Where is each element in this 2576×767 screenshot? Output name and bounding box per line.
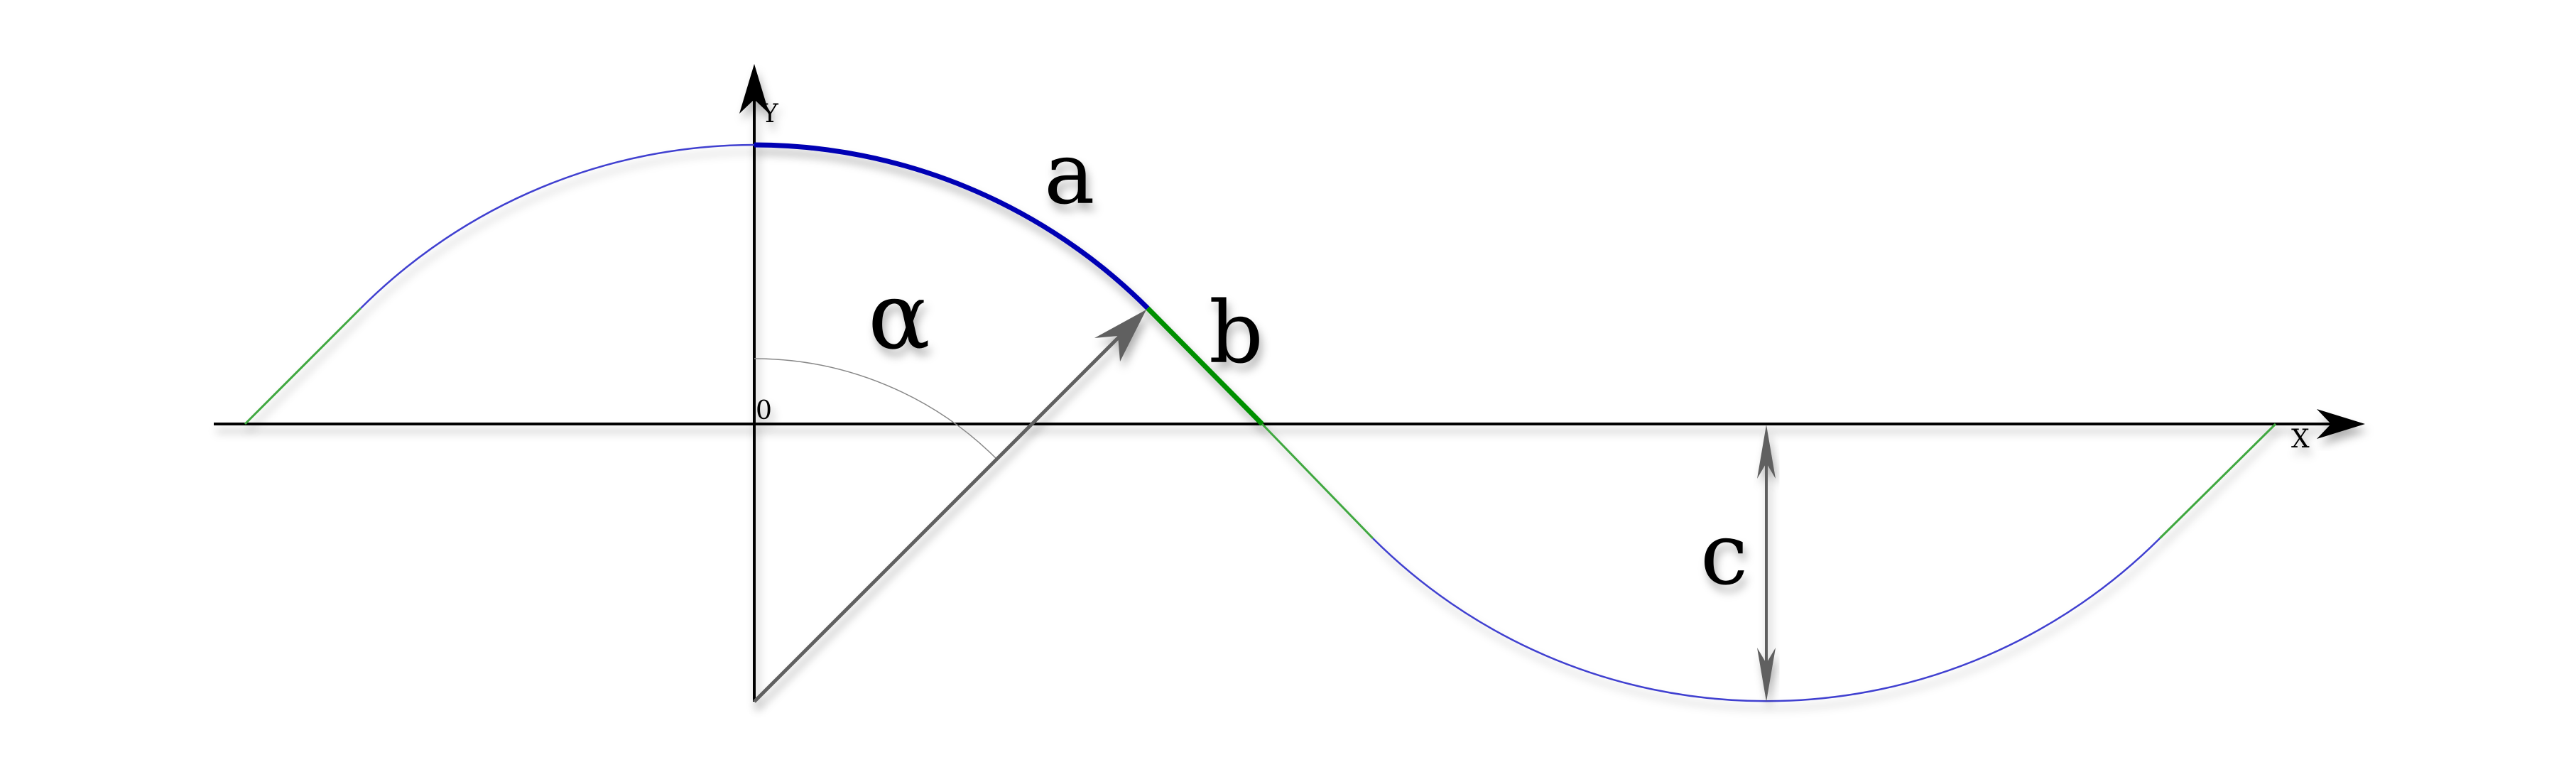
y-axis — [739, 64, 769, 702]
left-green-segment — [244, 307, 362, 425]
arc-label-a: a — [1044, 125, 1095, 224]
amplitude-label-c: c — [1700, 506, 1748, 604]
angle-label-alpha: α — [868, 262, 930, 370]
amplitude-arrow-down-icon — [1757, 648, 1776, 702]
amplitude-arrow — [1757, 425, 1776, 702]
segment-b — [1146, 306, 1264, 426]
x-axis-label: X — [2291, 425, 2310, 454]
arc-a — [754, 142, 1150, 310]
left-arc — [360, 143, 755, 309]
origin-label: 0 — [756, 396, 772, 425]
y-axis-label: Y — [761, 99, 779, 129]
right-green-segment — [2158, 423, 2277, 540]
angle-arc — [754, 358, 998, 460]
x-axis-arrow-icon — [2317, 409, 2365, 439]
mid-green-segment — [1261, 423, 1374, 540]
radius-arrowhead-icon — [1094, 310, 1146, 361]
segment-label-b: b — [1209, 284, 1263, 383]
radius-arrow — [753, 310, 1146, 703]
y-axis-arrow-icon — [739, 64, 769, 114]
x-axis — [214, 409, 2365, 439]
amplitude-arrow-up-icon — [1757, 425, 1776, 479]
curve — [244, 142, 2277, 702]
